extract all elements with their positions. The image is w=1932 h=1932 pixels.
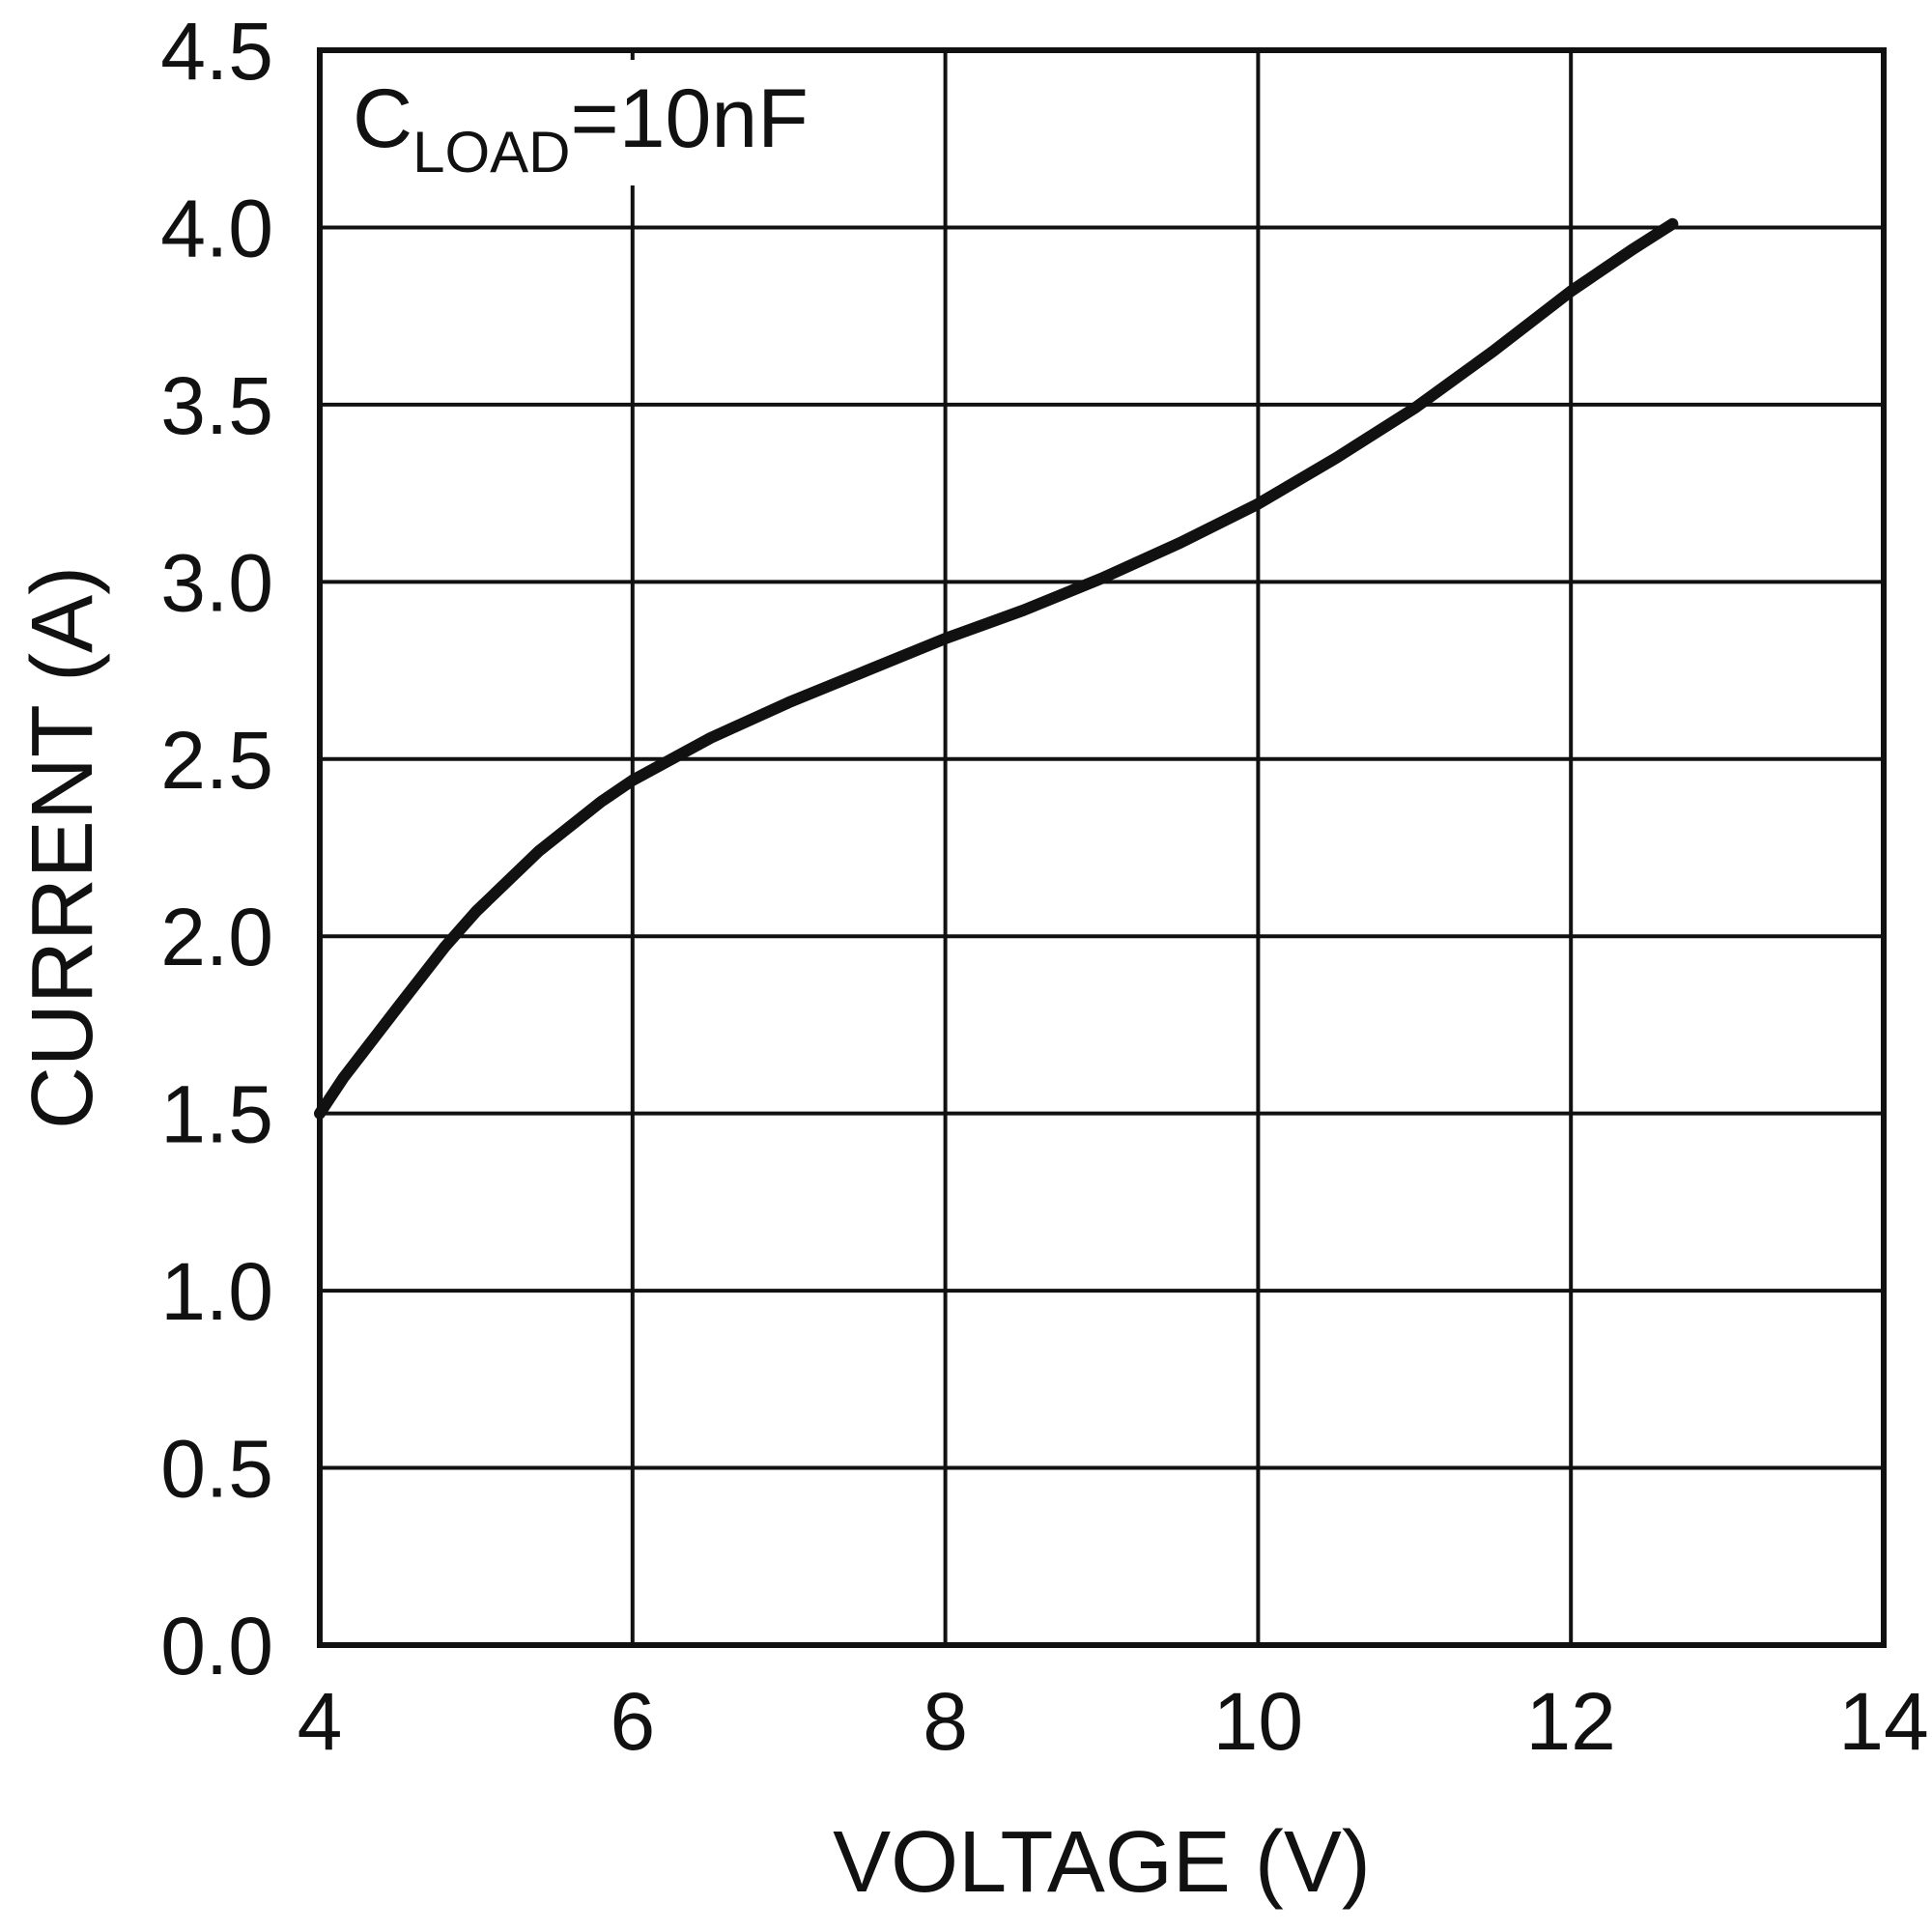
y-tick-label: 4.5 <box>160 6 273 97</box>
x-tick-label: 4 <box>298 1676 343 1767</box>
y-tick-label: 3.0 <box>160 537 273 628</box>
y-tick-label: 1.0 <box>160 1246 273 1337</box>
y-tick-label: 2.5 <box>160 715 273 806</box>
x-tick-label: 14 <box>1838 1676 1928 1767</box>
y-tick-label: 0.0 <box>160 1601 273 1691</box>
y-axis-title: CURRENT (A) <box>14 566 111 1129</box>
plot-frame <box>317 47 1887 1648</box>
x-tick-label: 8 <box>923 1676 968 1767</box>
x-tick-label: 6 <box>610 1676 655 1767</box>
y-tick-label: 0.5 <box>160 1424 273 1515</box>
y-tick-label: 4.0 <box>160 183 273 273</box>
annotation-cload: CLOAD=10nF <box>353 72 809 185</box>
grid <box>318 48 1886 1647</box>
tick-labels: 4 6 8 10 12 14 0.0 0.5 1.0 1.5 2.0 2.5 3.0 3.5 4.0 4.5 <box>160 6 1929 1767</box>
annotation-background <box>330 60 842 185</box>
annotation-subscript: LOAD <box>412 120 570 185</box>
annotation-group: CLOAD=10nF <box>330 60 842 185</box>
series-layer <box>314 217 1679 1120</box>
y-tick-label: 1.5 <box>160 1069 273 1160</box>
series-line <box>314 217 1679 1120</box>
y-tick-label: 3.5 <box>160 360 273 451</box>
x-tick-label: 12 <box>1525 1676 1615 1767</box>
x-axis-title: VOLTAGE (V) <box>833 1814 1371 1911</box>
x-tick-label: 10 <box>1213 1676 1303 1767</box>
annotation-main: C <box>353 72 412 165</box>
annotation-suffix: =10nF <box>571 72 809 165</box>
y-tick-label: 2.0 <box>160 892 273 982</box>
